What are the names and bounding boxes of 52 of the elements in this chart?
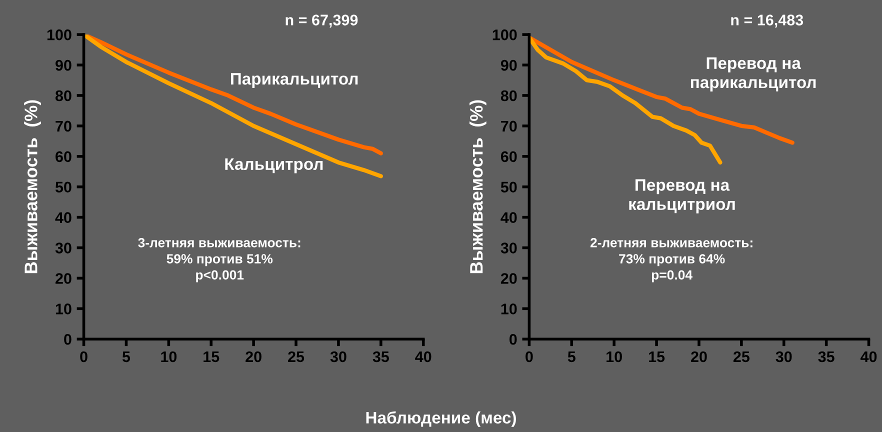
- chart-title: n = 16,483: [731, 14, 804, 28]
- line-series: [84, 34, 383, 178]
- x-axis-title: Наблюдение (мес): [366, 411, 516, 427]
- x-tick-label: 0: [526, 351, 533, 362]
- y-tick-label: 50: [500, 182, 517, 193]
- x-tick-label: 10: [606, 351, 622, 362]
- x-tick-label: 30: [776, 351, 792, 362]
- y-tick-label: 0: [510, 334, 517, 345]
- annotation: 3-летняя выживаемость: 59% против 51% p<0.001: [138, 238, 300, 282]
- y-axis-title: Выживаемость (%): [24, 100, 41, 274]
- x-tick-label: 5: [122, 351, 130, 362]
- x-tick-label: 35: [818, 351, 834, 362]
- y-tick-label: 100: [492, 29, 517, 40]
- y-axis-title: Выживаемость (%): [470, 100, 486, 274]
- series-label: Парикальцитол: [230, 73, 358, 88]
- y-tick-label: 40: [55, 212, 72, 223]
- y-tick-label: 10: [56, 304, 72, 314]
- y-tick-label: 80: [55, 90, 72, 102]
- y-tick-label: 50: [55, 182, 72, 193]
- y-tick-label: 100: [47, 29, 72, 40]
- x-tick-label: 15: [204, 351, 220, 362]
- x-tick-label: 20: [246, 351, 262, 362]
- y-tick-label: 90: [56, 60, 72, 71]
- y-tick-label: 90: [500, 60, 517, 71]
- y-tick-label: 80: [500, 90, 517, 102]
- y-tick-label: 20: [56, 273, 72, 284]
- x-tick-label: 5: [568, 351, 576, 362]
- y-tick-label: 0: [64, 334, 72, 345]
- x-tick-label: 40: [415, 351, 432, 362]
- x-tick-label: 10: [161, 351, 177, 362]
- x-tick-label: 20: [691, 351, 707, 362]
- y-tick-label: 60: [500, 151, 517, 162]
- x-tick-label: 35: [372, 351, 389, 362]
- x-tick-label: 25: [733, 351, 750, 362]
- y-tick-label: 70: [501, 120, 517, 132]
- y-tick-label: 70: [56, 120, 72, 132]
- y-tick-label: 10: [501, 304, 517, 314]
- chart-title: n = 67,399: [286, 14, 358, 28]
- y-tick-label: 30: [500, 242, 517, 254]
- series-label: Перевод на кальцитриол: [629, 179, 735, 214]
- x-tick-label: 40: [860, 351, 877, 362]
- x-tick-label: 0: [80, 351, 88, 362]
- annotation: 2-летняя выживаемость: 73% против 64% p=0.04: [590, 238, 752, 282]
- series-label: Кальцитрол: [225, 158, 323, 174]
- y-tick-label: 60: [56, 151, 72, 162]
- y-tick-label: 30: [55, 242, 72, 254]
- x-tick-label: 15: [649, 351, 665, 362]
- y-tick-label: 40: [500, 212, 517, 223]
- series-label: Перевод на парикальцитол: [690, 57, 816, 92]
- x-tick-label: 30: [330, 351, 346, 362]
- y-tick-label: 20: [500, 273, 517, 284]
- x-tick-label: 25: [288, 351, 304, 362]
